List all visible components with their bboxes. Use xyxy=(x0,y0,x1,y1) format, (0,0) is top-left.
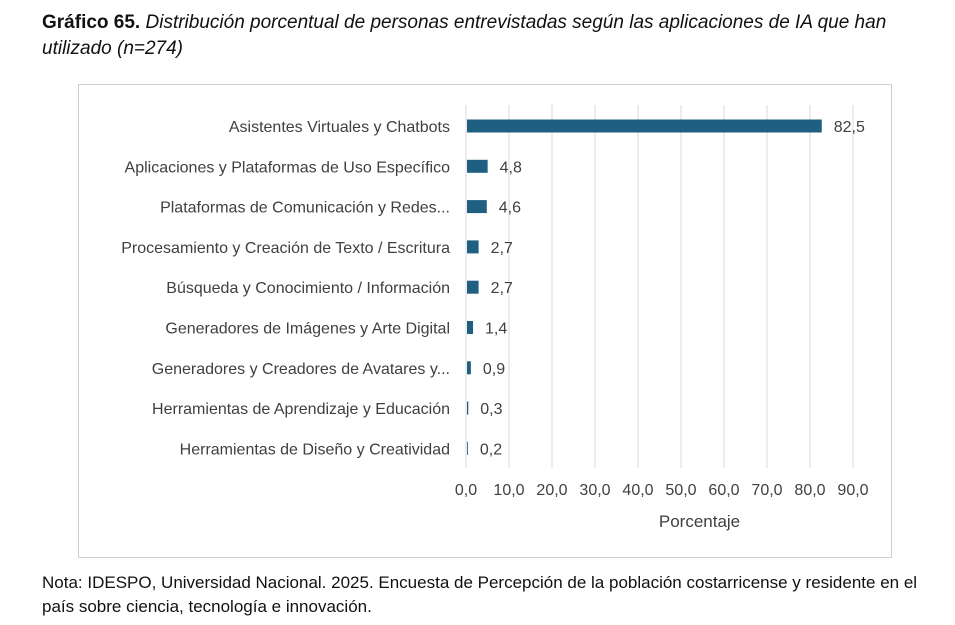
x-tick-label: 10,0 xyxy=(493,482,524,499)
source-note: Nota: IDESPO, Universidad Nacional. 2025… xyxy=(42,573,918,616)
category-label: Generadores y Creadores de Avatares y... xyxy=(152,361,450,378)
x-tick-label: 0,0 xyxy=(455,482,477,499)
category-label: Aplicaciones y Plataformas de Uso Especí… xyxy=(125,159,451,176)
value-label: 2,7 xyxy=(491,280,513,297)
bar xyxy=(467,321,474,334)
value-label: 82,5 xyxy=(834,119,865,136)
value-label: 1,4 xyxy=(485,321,507,338)
value-label: 4,8 xyxy=(500,159,522,176)
bar-chart: Asistentes Virtuales y Chatbots 82,5 Aplic… xyxy=(121,105,869,531)
category-label: Generadores de Imágenes y Arte Digital xyxy=(165,321,450,338)
chart-frame: Asistentes Virtuales y Chatbots 82,5 Aplic… xyxy=(78,84,892,558)
bar xyxy=(467,401,469,415)
caption-label: Gráfico 65. xyxy=(42,12,141,33)
x-tick-label: 70,0 xyxy=(751,482,782,499)
category-label: Procesamiento y Creación de Texto / Escr… xyxy=(121,240,450,257)
x-tick-label: 20,0 xyxy=(536,482,567,499)
bar xyxy=(467,200,487,214)
value-label: 4,6 xyxy=(499,200,521,217)
bar xyxy=(467,361,471,375)
x-tick-label: 30,0 xyxy=(579,482,610,499)
chart-caption: Gráfico 65. Distribución porcentual de p… xyxy=(42,10,937,62)
bar xyxy=(467,159,488,173)
category-label: Búsqueda y Conocimiento / Información xyxy=(166,280,450,297)
caption-text: Distribución porcentual de personas entr… xyxy=(42,12,887,59)
bar xyxy=(467,441,468,455)
category-label: Herramientas de Diseño y Creatividad xyxy=(180,441,450,458)
bar xyxy=(467,119,822,133)
bar xyxy=(467,240,479,254)
x-tick-label: 80,0 xyxy=(794,482,825,499)
x-tick-label: 50,0 xyxy=(665,482,696,499)
x-tick-label: 90,0 xyxy=(837,482,868,499)
x-tick-label: 60,0 xyxy=(708,482,739,499)
value-label: 0,3 xyxy=(480,401,502,418)
category-label: Herramientas de Aprendizaje y Educación xyxy=(152,401,450,418)
value-label: 0,9 xyxy=(483,361,505,378)
x-axis-title: Porcentaje xyxy=(659,512,740,531)
category-label: Plataformas de Comunicación y Redes... xyxy=(160,200,450,217)
value-label: 0,2 xyxy=(480,441,502,458)
bar xyxy=(467,280,479,294)
x-tick-label: 40,0 xyxy=(622,482,653,499)
category-label: Asistentes Virtuales y Chatbots xyxy=(229,119,450,136)
value-label: 2,7 xyxy=(491,240,513,257)
